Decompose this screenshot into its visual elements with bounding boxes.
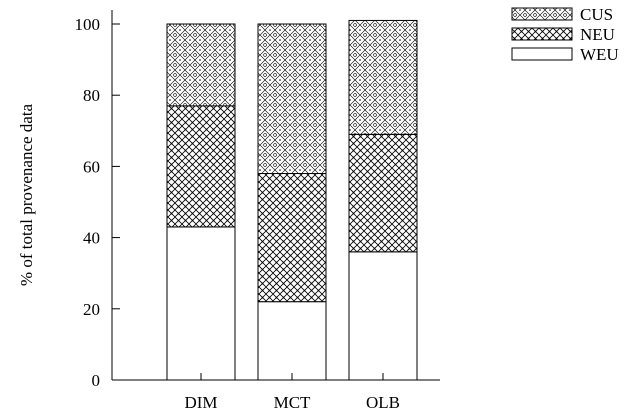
bar-segment-olb-cus bbox=[348, 19, 418, 135]
y-tick-label: 40 bbox=[83, 229, 100, 248]
legend-swatch-neu bbox=[511, 27, 573, 41]
legend-swatch-cus bbox=[511, 7, 573, 21]
bar-segment-dim-cus bbox=[166, 23, 236, 107]
y-axis-ticks: 0 20 40 60 80 100 bbox=[75, 15, 120, 390]
y-tick-label: 0 bbox=[92, 371, 101, 390]
legend-label-weu: WEU bbox=[580, 45, 619, 64]
bars bbox=[166, 19, 418, 381]
bar-segment-dim-neu bbox=[166, 105, 236, 228]
y-tick-label: 60 bbox=[83, 157, 100, 176]
x-tick-label: DIM bbox=[184, 393, 217, 412]
legend-label-neu: NEU bbox=[580, 25, 615, 44]
x-tick-label: OLB bbox=[366, 393, 400, 412]
y-tick-label: 20 bbox=[83, 300, 100, 319]
bar-segment-mct-weu bbox=[257, 301, 327, 381]
bar-segment-olb-neu bbox=[348, 133, 418, 253]
bar-segment-mct-cus bbox=[257, 23, 327, 175]
y-tick-label: 100 bbox=[75, 15, 101, 34]
plot-area: 0 20 40 60 80 100 DIM MCT OLB bbox=[75, 10, 440, 412]
legend-label-cus: CUS bbox=[580, 5, 613, 24]
bar-segment-olb-weu bbox=[348, 251, 418, 381]
bar-segment-dim-weu bbox=[166, 226, 236, 381]
legend-swatch-weu bbox=[511, 47, 573, 61]
x-axis-ticks: DIM MCT OLB bbox=[184, 373, 400, 412]
y-axis-label: % of total provenance data bbox=[17, 103, 36, 286]
y-tick-label: 80 bbox=[83, 86, 100, 105]
x-tick-label: MCT bbox=[274, 393, 311, 412]
bar-segment-mct-neu bbox=[257, 173, 327, 303]
